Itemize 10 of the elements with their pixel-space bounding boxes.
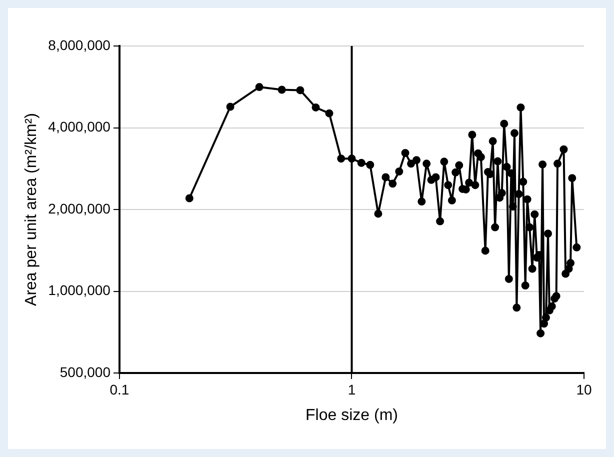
x-tick-label: 0.1 [110, 381, 130, 398]
y-tick-label: 1,000,000 [48, 282, 111, 298]
x-tick-label: 1 [348, 381, 356, 398]
y-tick-label: 4,000,000 [48, 118, 111, 135]
y-tick-label: 2,000,000 [48, 200, 111, 216]
x-axis-title: Floe size (m) [306, 406, 398, 424]
y-tick-label: 8,000,000 [48, 36, 111, 53]
y-axis-title: Area per unit area (m²/km²) [23, 113, 40, 306]
y-tick-label: 500,000 [60, 364, 111, 380]
x-tick-label: 10 [576, 381, 592, 398]
